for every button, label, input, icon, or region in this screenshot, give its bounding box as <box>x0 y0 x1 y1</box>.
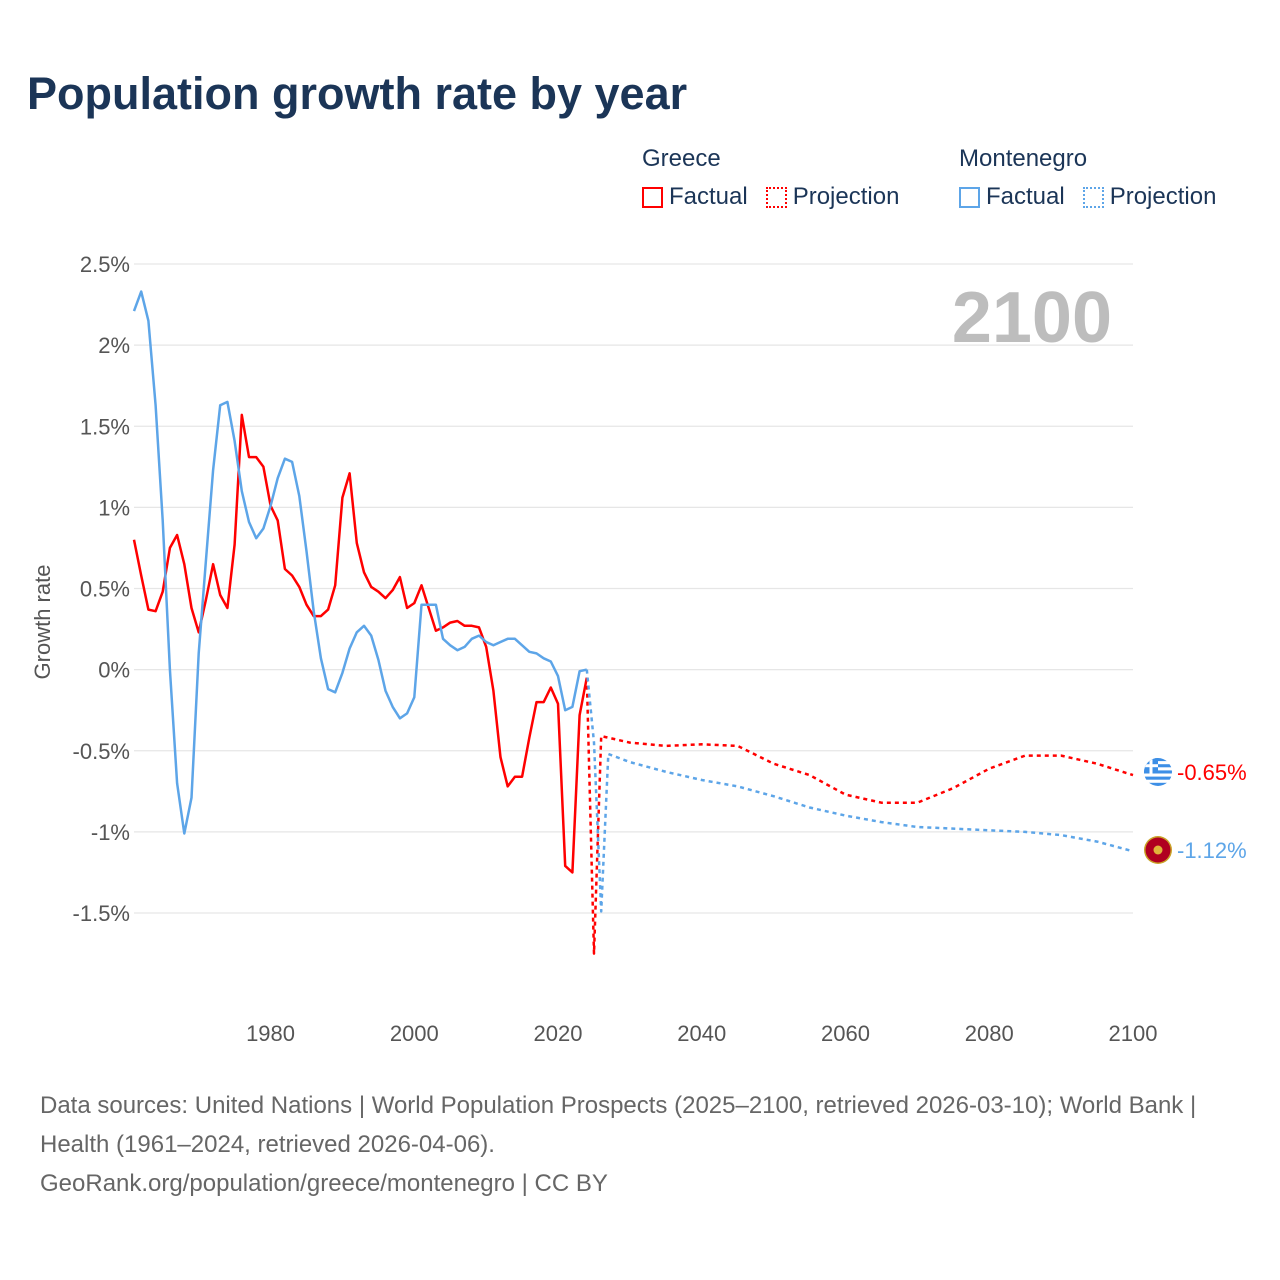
montenegro-flag-icon <box>1144 836 1172 864</box>
y-tick-label: 0% <box>98 658 130 683</box>
y-axis-label: Growth rate <box>30 565 55 680</box>
y-tick-label: -1.5% <box>73 901 130 926</box>
footer: Data sources: United Nations | World Pop… <box>40 1086 1240 1203</box>
montenegro-factual-line <box>132 290 588 835</box>
factual-swatch-icon <box>959 186 980 208</box>
legend-label: Projection <box>1109 183 1217 210</box>
projection-swatch-icon <box>1082 186 1104 208</box>
year-overlay: 2100 <box>952 278 1112 358</box>
legend-label: Factual <box>669 183 748 210</box>
legend-montenegro-factual[interactable]: Factual <box>959 183 1065 211</box>
legend-label: Factual <box>986 183 1065 210</box>
x-tick-label: 2020 <box>534 1021 583 1046</box>
legend-group-label: Montenegro <box>959 145 1088 172</box>
legend-group-label: Greece <box>642 145 721 172</box>
x-tick-label: 2040 <box>677 1021 726 1046</box>
y-tick-label: 1.5% <box>80 414 130 439</box>
factual-swatch-icon <box>642 186 663 208</box>
legend-greece: Greece Factual Projection <box>642 145 899 211</box>
y-tick-label: 0.5% <box>80 577 130 602</box>
greece-flag-icon <box>1144 758 1172 786</box>
x-tick-label: 2000 <box>390 1021 439 1046</box>
y-tick-label: 2% <box>98 333 130 358</box>
projection-swatch-icon <box>765 186 787 208</box>
legend-montenegro-projection[interactable]: Projection <box>1082 183 1217 211</box>
credit-link[interactable]: GeoRank.org/population/greece/montenegro… <box>40 1170 608 1197</box>
legend-montenegro: Montenegro Factual Projection <box>959 145 1216 211</box>
x-tick-label: 2060 <box>821 1021 870 1046</box>
x-tick-label: 2100 <box>1109 1021 1158 1046</box>
legend-greece-projection[interactable]: Projection <box>765 183 900 211</box>
legend-label: Projection <box>792 183 900 210</box>
x-tick-label: 1980 <box>246 1021 295 1046</box>
montenegro-end-label: -1.12% <box>1177 838 1247 863</box>
data-sources: Data sources: United Nations | World Pop… <box>40 1092 1197 1158</box>
montenegro-projection-line <box>585 669 1134 913</box>
legend-greece-factual[interactable]: Factual <box>642 183 748 211</box>
greece-projection-line <box>585 677 1134 955</box>
y-tick-label: 2.5% <box>80 252 130 277</box>
y-tick-label: -0.5% <box>73 739 130 764</box>
greece-factual-line <box>132 413 589 874</box>
y-tick-label: -1% <box>91 820 130 845</box>
y-tick-label: 1% <box>98 495 130 520</box>
x-tick-label: 2080 <box>965 1021 1014 1046</box>
greece-end-label: -0.65% <box>1177 760 1247 785</box>
page-title: Population growth rate by year <box>27 68 688 119</box>
